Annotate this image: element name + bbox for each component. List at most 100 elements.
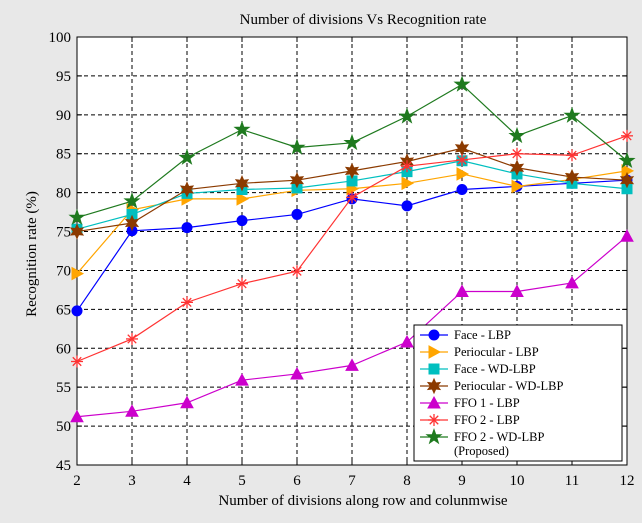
y-axis-label: Recognition rate (%) xyxy=(24,191,40,317)
data-point xyxy=(288,138,306,155)
data-point xyxy=(236,277,248,290)
legend-marker xyxy=(426,377,442,395)
legend-marker xyxy=(425,427,443,445)
y-tick-label: 55 xyxy=(56,380,71,396)
data-point xyxy=(563,106,581,123)
chart-title: Number of divisions Vs Recognition rate xyxy=(240,12,487,28)
legend: Face - LBP Periocular - LBP Face - WD-LBP P… xyxy=(413,324,623,462)
data-point xyxy=(71,355,83,368)
x-tick-label: 8 xyxy=(403,473,411,489)
series-7 xyxy=(68,75,636,225)
y-tick-label: 100 xyxy=(49,30,72,46)
legend-label-line2: (Proposed) xyxy=(454,444,509,458)
legend-entry: Face - WD-LBP xyxy=(420,362,536,376)
legend-label: Face - WD-LBP xyxy=(454,362,536,376)
x-tick-label: 4 xyxy=(183,473,191,489)
data-point xyxy=(453,75,471,92)
grid xyxy=(77,37,627,465)
data-point xyxy=(566,149,578,162)
data-point xyxy=(345,358,359,371)
x-tick-label: 6 xyxy=(293,473,301,489)
data-point xyxy=(344,162,360,180)
data-point xyxy=(621,129,633,142)
y-tick-label: 95 xyxy=(56,69,71,85)
legend-marker xyxy=(428,329,440,341)
y-tick-label: 70 xyxy=(56,263,71,279)
data-point xyxy=(508,126,526,144)
x-tick-label: 9 xyxy=(458,473,466,489)
data-point xyxy=(291,265,303,278)
legend-label: Face - LBP xyxy=(454,328,511,342)
x-tick-label: 12 xyxy=(620,473,635,489)
legend-entry: Face - LBP xyxy=(420,328,511,342)
data-point xyxy=(401,176,415,191)
legend-marker xyxy=(427,395,441,409)
data-point xyxy=(181,222,193,234)
legend-entry: Periocular - LBP xyxy=(420,345,539,359)
data-point xyxy=(291,208,303,220)
data-point xyxy=(126,332,138,345)
data-point xyxy=(71,266,85,281)
data-point xyxy=(236,192,250,206)
y-tick-label: 90 xyxy=(56,108,71,124)
data-point xyxy=(456,184,468,196)
data-point xyxy=(401,200,413,212)
data-point xyxy=(619,171,635,189)
data-point xyxy=(511,147,523,160)
data-point xyxy=(510,284,524,297)
data-point xyxy=(233,120,251,137)
data-point xyxy=(400,335,414,348)
x-tick-label: 10 xyxy=(510,473,525,489)
data-point xyxy=(620,229,634,242)
data-point xyxy=(125,404,139,417)
y-tick-label: 75 xyxy=(56,225,71,241)
data-point xyxy=(509,159,525,176)
x-tick-label: 7 xyxy=(348,473,356,489)
data-point xyxy=(71,305,83,317)
data-point xyxy=(123,192,141,209)
legend-label: FFO 2 - LBP xyxy=(454,413,520,427)
legend-marker xyxy=(428,363,440,375)
legend-entry: FFO 2 - WD-LBP(Proposed) xyxy=(420,427,544,458)
data-point xyxy=(289,171,305,189)
series-5 xyxy=(70,229,634,423)
y-tick-label: 85 xyxy=(56,147,71,163)
y-tick-label: 45 xyxy=(56,458,71,474)
x-tick-label: 5 xyxy=(238,473,246,489)
data-point xyxy=(70,409,84,423)
legend-label: Periocular - LBP xyxy=(454,345,539,359)
legend-entry: Periocular - WD-LBP xyxy=(420,377,564,395)
x-tick-label: 11 xyxy=(565,473,579,489)
data-point xyxy=(290,366,304,380)
data-point xyxy=(68,208,86,225)
data-point xyxy=(343,133,361,151)
data-point xyxy=(564,168,580,186)
data-point xyxy=(180,395,194,409)
legend-label: FFO 2 - WD-LBP xyxy=(454,430,544,444)
data-point xyxy=(456,167,470,181)
data-point xyxy=(401,160,413,173)
data-point xyxy=(235,373,249,386)
y-tick-label: 60 xyxy=(56,341,71,357)
x-tick-label: 3 xyxy=(128,473,136,489)
legend-entry: FFO 2 - LBP xyxy=(420,413,520,427)
legend-marker xyxy=(428,345,442,359)
data-point xyxy=(236,215,248,227)
series-layer xyxy=(68,75,636,423)
data-point xyxy=(181,296,193,309)
data-point xyxy=(179,181,195,198)
data-point xyxy=(565,275,579,289)
data-point xyxy=(511,179,525,194)
legend-entry: FFO 1 - LBP xyxy=(420,395,520,410)
data-point xyxy=(234,175,250,192)
data-point xyxy=(618,151,636,169)
data-point xyxy=(124,214,140,232)
data-point xyxy=(398,107,416,124)
x-axis-label: Number of divisions along row and colunm… xyxy=(218,493,507,509)
legend-box xyxy=(413,324,623,462)
x-tick-label: 2 xyxy=(73,473,81,489)
data-point xyxy=(178,148,196,165)
series-6 xyxy=(71,129,633,368)
